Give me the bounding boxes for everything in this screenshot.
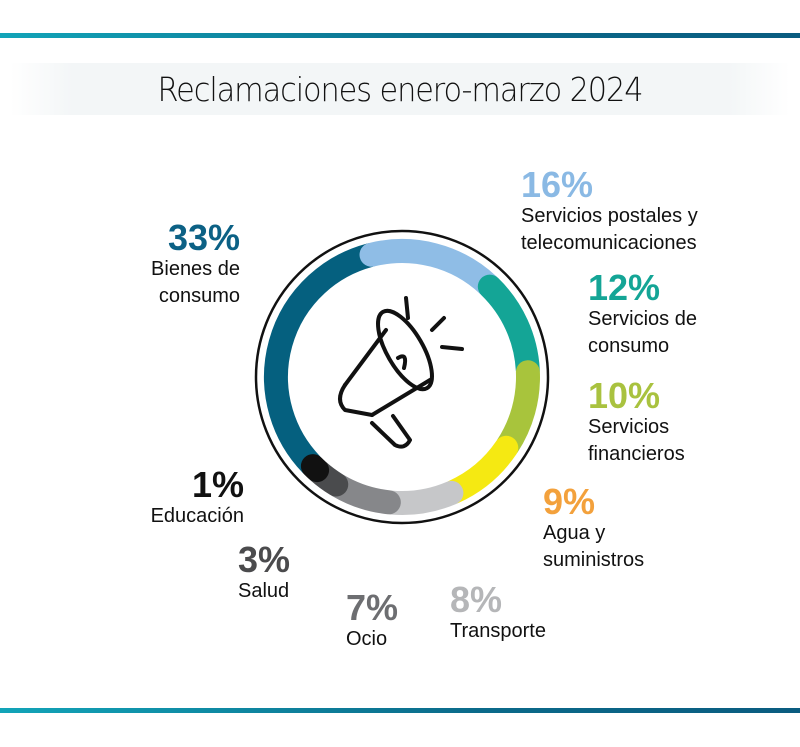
- donut-slice-educaci-n: [300, 454, 330, 483]
- label-postales: 16% Servicios postales y telecomunicacio…: [521, 164, 698, 255]
- label-ocio: 7% Ocio: [346, 587, 399, 651]
- label-educacion: 1% Educación: [150, 464, 244, 528]
- label-bienes-de-consumo: 33% Bienes de consumo: [151, 217, 240, 308]
- label-servicios-consumo: 12% Servicios de consumo: [588, 267, 697, 358]
- chart-title: Reclamaciones enero-marzo 2024: [157, 70, 644, 109]
- outer-ring: [254, 229, 550, 525]
- label-financieros: 10% Servicios financieros: [588, 375, 685, 466]
- donut-slice-servicios-postales-y-telecomunicaciones: [359, 239, 501, 298]
- top-accent-bar: [0, 33, 800, 38]
- label-agua: 9% Agua y suministros: [543, 481, 645, 572]
- donut-slice-bienes-de-consumo: [264, 243, 382, 477]
- label-transporte: 8% Transporte: [450, 579, 546, 643]
- megaphone-icon: [338, 296, 464, 449]
- title-band: [10, 63, 790, 115]
- donut-slice-servicios-financieros: [495, 360, 540, 458]
- bottom-accent-bar: [0, 708, 800, 713]
- label-salud: 3% Salud: [238, 539, 291, 603]
- donut-slice-servicios-de-consumo: [477, 274, 540, 383]
